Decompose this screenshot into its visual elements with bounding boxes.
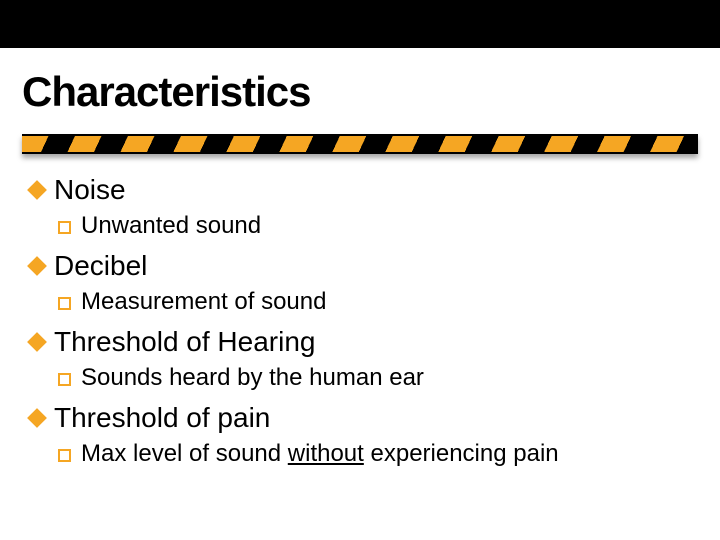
item-label: Threshold of pain (54, 402, 270, 434)
title-row: Characteristics (0, 48, 720, 134)
diamond-icon (27, 332, 47, 352)
square-icon (58, 449, 71, 462)
bullet-row: Threshold of pain (30, 402, 698, 434)
page-title: Characteristics (22, 68, 720, 116)
sub-post: experiencing pain (364, 440, 559, 467)
square-icon (58, 297, 71, 310)
item-label: Noise (54, 174, 126, 206)
list-item: Decibel Measurement of sound (30, 250, 698, 316)
sub-row: Unwanted sound (58, 212, 698, 240)
top-black-bar (0, 0, 720, 48)
content-area: Noise Unwanted sound Decibel Measurement… (0, 154, 720, 468)
diamond-icon (27, 256, 47, 276)
bullet-row: Threshold of Hearing (30, 326, 698, 358)
bullet-row: Noise (30, 174, 698, 206)
sub-pre: Unwanted sound (81, 212, 261, 239)
square-icon (58, 373, 71, 386)
item-sub: Unwanted sound (81, 212, 261, 240)
sub-pre: Measurement of sound (81, 288, 326, 315)
diamond-icon (27, 408, 47, 428)
item-label: Decibel (54, 250, 147, 282)
item-sub: Max level of sound without experiencing … (81, 440, 559, 468)
list-item: Threshold of Hearing Sounds heard by the… (30, 326, 698, 392)
sub-underline: without (288, 440, 364, 467)
item-label: Threshold of Hearing (54, 326, 315, 358)
item-sub: Sounds heard by the human ear (81, 364, 424, 392)
sub-row: Measurement of sound (58, 288, 698, 316)
sub-pre: Sounds heard by the human ear (81, 364, 424, 391)
sub-row: Sounds heard by the human ear (58, 364, 698, 392)
diamond-icon (27, 180, 47, 200)
square-icon (58, 221, 71, 234)
item-sub: Measurement of sound (81, 288, 326, 316)
list-item: Noise Unwanted sound (30, 174, 698, 240)
list-item: Threshold of pain Max level of sound wit… (30, 402, 698, 468)
bullet-row: Decibel (30, 250, 698, 282)
sub-row: Max level of sound without experiencing … (58, 440, 698, 468)
sub-pre: Max level of sound (81, 440, 288, 467)
hazard-stripe-divider (22, 134, 698, 154)
